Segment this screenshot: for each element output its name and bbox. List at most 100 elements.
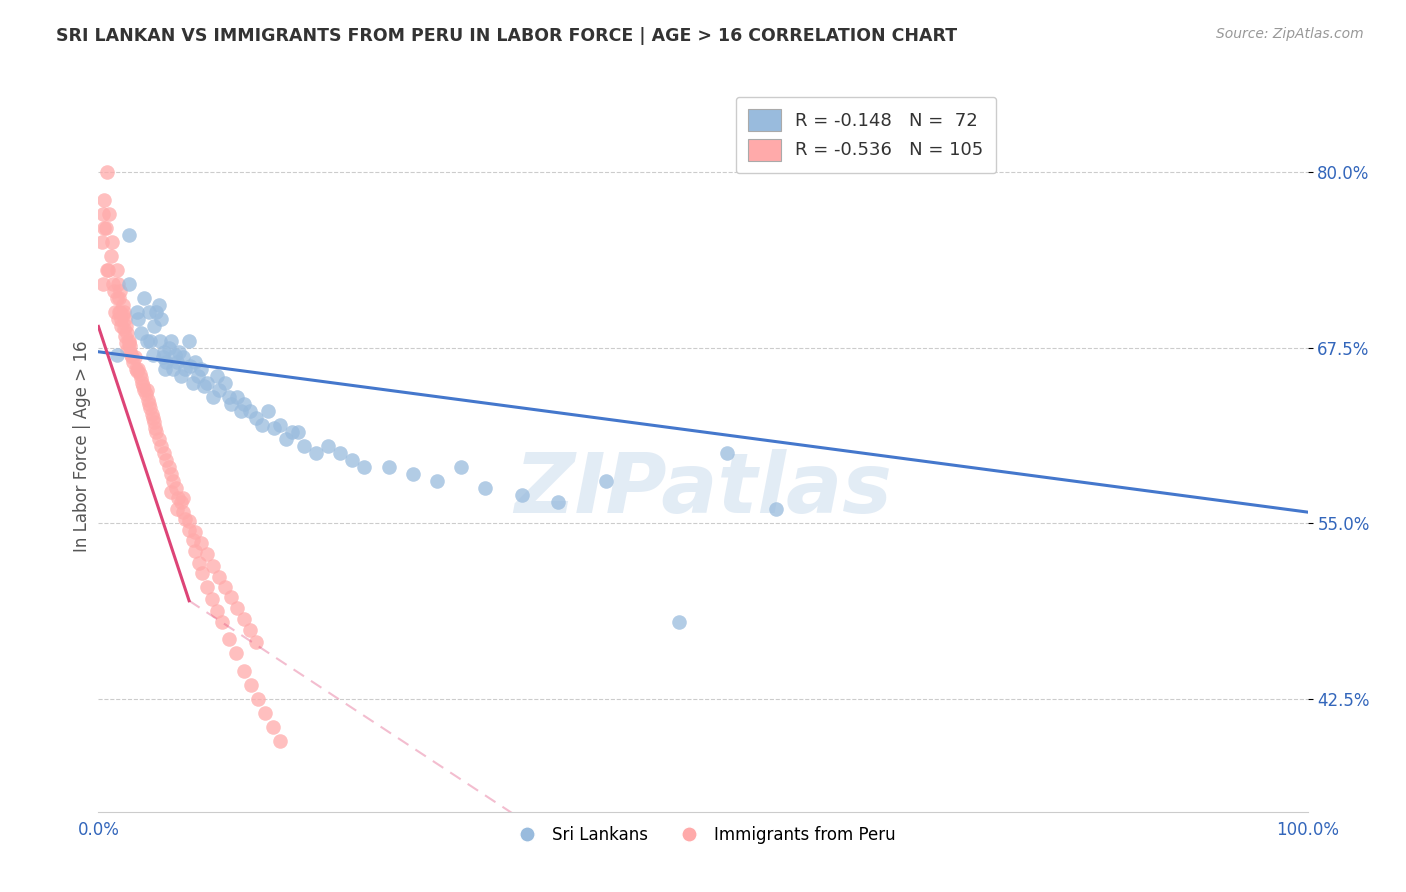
Point — [305, 446, 328, 460]
Point — [269, 734, 291, 748]
Point — [128, 368, 150, 382]
Point — [145, 425, 167, 439]
Point — [94, 221, 117, 235]
Point — [112, 322, 135, 336]
Point — [100, 249, 122, 263]
Point — [205, 604, 228, 618]
Point — [169, 495, 191, 509]
Point — [169, 344, 191, 359]
Point — [115, 336, 138, 351]
Text: SRI LANKAN VS IMMIGRANTS FROM PERU IN LABOR FORCE | AGE > 16 CORRELATION CHART: SRI LANKAN VS IMMIGRANTS FROM PERU IN LA… — [56, 27, 957, 45]
Point — [108, 305, 131, 319]
Point — [138, 305, 160, 319]
Point — [256, 404, 278, 418]
Point — [208, 383, 231, 397]
Point — [184, 544, 207, 558]
Point — [160, 334, 183, 348]
Point — [190, 536, 212, 550]
Point — [134, 291, 156, 305]
Point — [91, 207, 114, 221]
Point — [225, 646, 247, 660]
Point — [179, 359, 201, 373]
Point — [450, 460, 472, 475]
Point — [202, 558, 225, 573]
Point — [163, 347, 186, 362]
Point — [96, 263, 118, 277]
Point — [221, 397, 243, 411]
Point — [281, 425, 304, 439]
Point — [91, 277, 114, 292]
Point — [125, 361, 148, 376]
Point — [111, 308, 134, 322]
Point — [157, 460, 180, 475]
Point — [402, 467, 425, 482]
Y-axis label: In Labor Force | Age > 16: In Labor Force | Age > 16 — [73, 340, 91, 552]
Point — [162, 361, 184, 376]
Point — [135, 387, 157, 401]
Point — [316, 439, 339, 453]
Point — [179, 514, 201, 528]
Point — [104, 305, 127, 319]
Point — [124, 351, 146, 365]
Point — [245, 410, 267, 425]
Point — [105, 263, 128, 277]
Point — [111, 298, 134, 312]
Point — [342, 453, 364, 467]
Point — [105, 347, 128, 362]
Point — [93, 193, 115, 207]
Point — [135, 383, 157, 397]
Point — [716, 446, 738, 460]
Point — [145, 305, 167, 319]
Point — [112, 305, 135, 319]
Point — [166, 502, 188, 516]
Point — [166, 354, 188, 368]
Point — [108, 285, 131, 299]
Point — [131, 376, 153, 390]
Point — [152, 344, 174, 359]
Point — [169, 368, 191, 383]
Point — [101, 277, 124, 292]
Legend: Sri Lankans, Immigrants from Peru: Sri Lankans, Immigrants from Peru — [503, 820, 903, 851]
Point — [96, 164, 118, 178]
Point — [181, 533, 204, 548]
Point — [150, 439, 173, 453]
Point — [181, 376, 204, 390]
Point — [191, 566, 214, 580]
Point — [118, 344, 141, 359]
Point — [139, 401, 162, 415]
Point — [153, 361, 176, 376]
Point — [141, 407, 163, 421]
Point — [127, 361, 149, 376]
Point — [214, 580, 236, 594]
Point — [226, 390, 249, 404]
Point — [274, 432, 297, 446]
Point — [114, 312, 136, 326]
Point — [118, 227, 141, 242]
Point — [110, 319, 132, 334]
Point — [136, 392, 159, 407]
Point — [117, 326, 139, 341]
Point — [765, 502, 787, 516]
Point — [179, 524, 201, 538]
Point — [292, 439, 315, 453]
Point — [114, 329, 136, 343]
Point — [127, 312, 149, 326]
Point — [208, 570, 231, 584]
Point — [118, 277, 141, 292]
Point — [150, 312, 173, 326]
Point — [108, 305, 131, 319]
Point — [668, 615, 690, 629]
Point — [229, 404, 252, 418]
Point — [167, 491, 190, 505]
Point — [160, 467, 183, 482]
Point — [149, 334, 172, 348]
Point — [172, 351, 194, 365]
Point — [205, 368, 228, 383]
Point — [218, 390, 240, 404]
Point — [250, 417, 273, 432]
Point — [172, 491, 194, 505]
Point — [138, 397, 160, 411]
Point — [118, 334, 141, 348]
Point — [474, 481, 496, 495]
Point — [100, 235, 122, 249]
